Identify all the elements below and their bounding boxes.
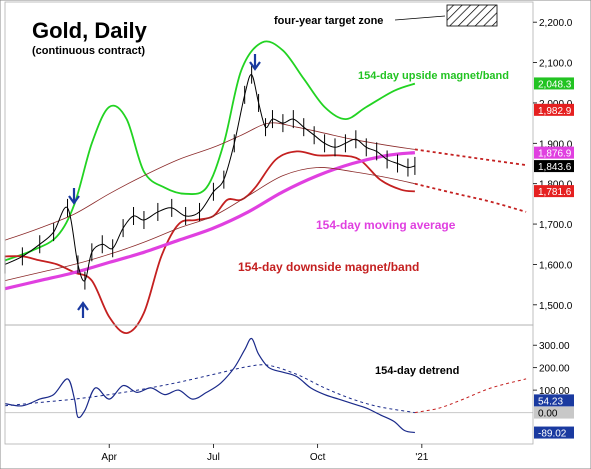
price-badge-label: 1,781.6: [538, 187, 572, 198]
series-upper-band-line: [4, 122, 415, 241]
price-badge-box: [534, 77, 574, 90]
price-badge-label: 1,843.6: [538, 162, 572, 173]
price-y-tick-label: 1,900.0: [539, 139, 573, 150]
detrend-badge-box: [534, 426, 574, 439]
annotation-downside-band: 154-day downside magnet/band: [238, 260, 419, 274]
chart-subtitle: (continuous contract): [32, 45, 145, 57]
blue-arrow-down-icon: [249, 54, 261, 71]
series-projected-lower-band-line: [414, 182, 527, 213]
price-badge-box: [534, 160, 574, 173]
series-154-day-moving-average-line: [4, 151, 416, 291]
price-badge-box: [534, 103, 574, 116]
detrend-y-tick-label: 200.00: [539, 364, 570, 375]
detrend-badge-box: [534, 406, 574, 419]
price-y-tick-label: 2,100.0: [539, 59, 573, 70]
axes: 1,500.01,600.01,700.01,800.01,900.02,000…: [4, 1, 574, 463]
annotation-target-zone: four-year target zone: [274, 15, 383, 27]
x-tick-label: '21: [415, 452, 428, 463]
detrend-badge-label: 0.00: [538, 409, 558, 420]
price-panel: [4, 40, 527, 334]
target-zone-arrow: [394, 15, 446, 21]
price-y-tick-label: 1,700.0: [539, 220, 573, 231]
target-zone-box: [446, 4, 498, 27]
detrend-title: 154-day detrend: [375, 365, 459, 377]
series-detrend-average-line: [4, 364, 415, 414]
price-badge-box: [534, 185, 574, 198]
chart-title: Gold, Daily: [32, 18, 148, 43]
price-y-tick-label: 2,200.0: [539, 18, 573, 29]
price-badge-label: 1,876.9: [538, 149, 572, 160]
x-tick-label: Oct: [310, 452, 326, 463]
price-badge-label: 2,048.3: [538, 79, 572, 90]
detrend-badge-box: [534, 394, 574, 407]
price-badge-label: 1,982.9: [538, 106, 572, 117]
series-detrend-line: [4, 337, 416, 434]
series-projected-detrend-line: [414, 378, 527, 414]
annotation-moving-average: 154-day moving average: [316, 218, 456, 232]
price-badge-box: [534, 146, 574, 159]
detrend-y-tick-label: 300.00: [539, 341, 570, 352]
price-y-tick-label: 1,500.0: [539, 301, 573, 312]
blue-arrow-up-icon: [77, 301, 89, 318]
x-tick-label: Apr: [101, 452, 117, 463]
series-154-day-upside-magnet-band-line: [4, 40, 416, 262]
annotation-upside-band: 154-day upside magnet/band: [358, 70, 509, 82]
detrend-badge-label: -89.02: [538, 429, 567, 440]
detrend-panel-frame: [4, 324, 534, 445]
blue-arrow-down-icon: [68, 188, 80, 205]
x-tick-label: Jul: [207, 452, 220, 463]
price-y-tick-label: 1,600.0: [539, 260, 573, 271]
detrend-badge-label: 54.23: [538, 396, 563, 407]
detrend-panel: [4, 337, 533, 434]
series-lower-band-line: [4, 167, 415, 281]
series-projected-upper-band-line: [414, 148, 527, 166]
detrend-y-tick-label: 100.00: [539, 386, 570, 397]
